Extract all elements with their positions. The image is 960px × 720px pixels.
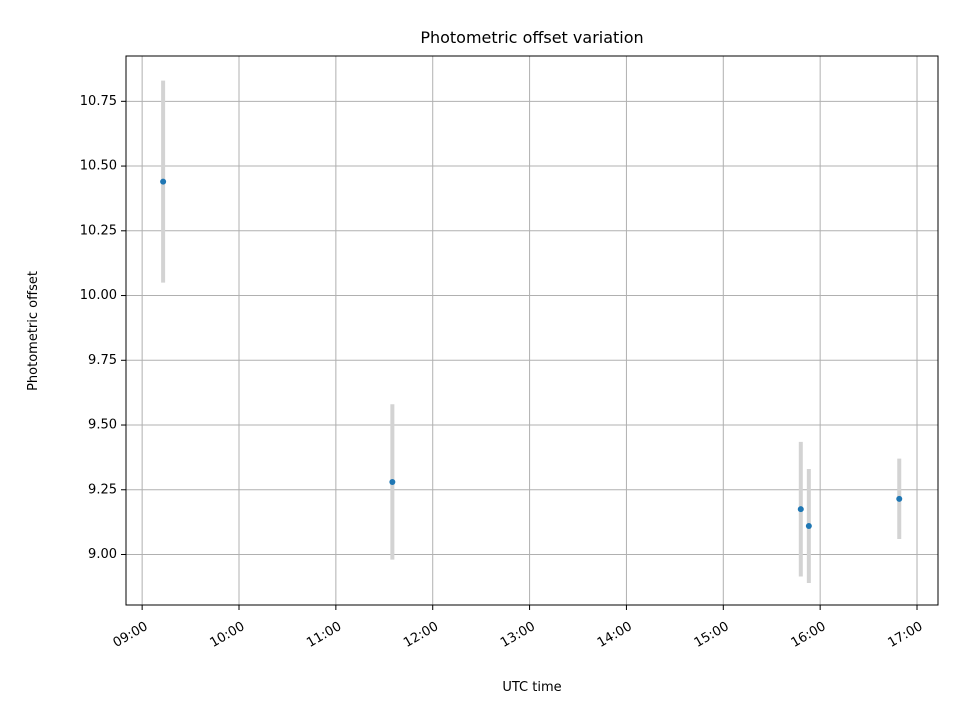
y-tick-label: 10.25 (80, 223, 117, 238)
data-point (805, 523, 812, 530)
y-tick-label: 9.25 (88, 482, 117, 497)
data-point (896, 495, 903, 502)
y-tick-label: 10.50 (80, 159, 117, 174)
plot-frame (125, 55, 939, 606)
data-point (797, 506, 804, 513)
data-point (160, 178, 167, 185)
y-tick-label: 10.00 (80, 288, 117, 303)
x-axis: 09:00 10:00 11:00 12:00 13:00 14:00 15:00 16:00… (111, 605, 925, 651)
x-axis-label: UTC time (502, 680, 561, 695)
chart-title: Photometric offset variation (420, 28, 643, 47)
y-tick-label: 10.75 (80, 94, 117, 109)
x-tick-label: 09:00 (111, 619, 151, 651)
x-tick-label: 15:00 (692, 619, 732, 651)
y-axis: 9.00 9.25 9.50 9.75 10.00 10.25 10.50 10.75 (80, 94, 126, 562)
y-tick-label: 9.75 (88, 353, 117, 368)
y-axis-label: Photometric offset (26, 271, 41, 391)
data-points (160, 178, 903, 530)
x-tick-label: 17:00 (885, 619, 925, 651)
error-bars (161, 80, 902, 583)
grid (126, 56, 938, 605)
x-tick-label: 10:00 (207, 619, 247, 651)
x-tick-label: 11:00 (304, 619, 344, 651)
x-tick-label: 14:00 (595, 619, 635, 651)
x-tick-label: 16:00 (789, 619, 829, 651)
y-tick-label: 9.00 (88, 547, 117, 562)
y-tick-label: 9.50 (88, 418, 117, 433)
data-point (389, 478, 396, 485)
x-tick-label: 12:00 (401, 619, 441, 651)
x-tick-label: 13:00 (498, 619, 538, 651)
